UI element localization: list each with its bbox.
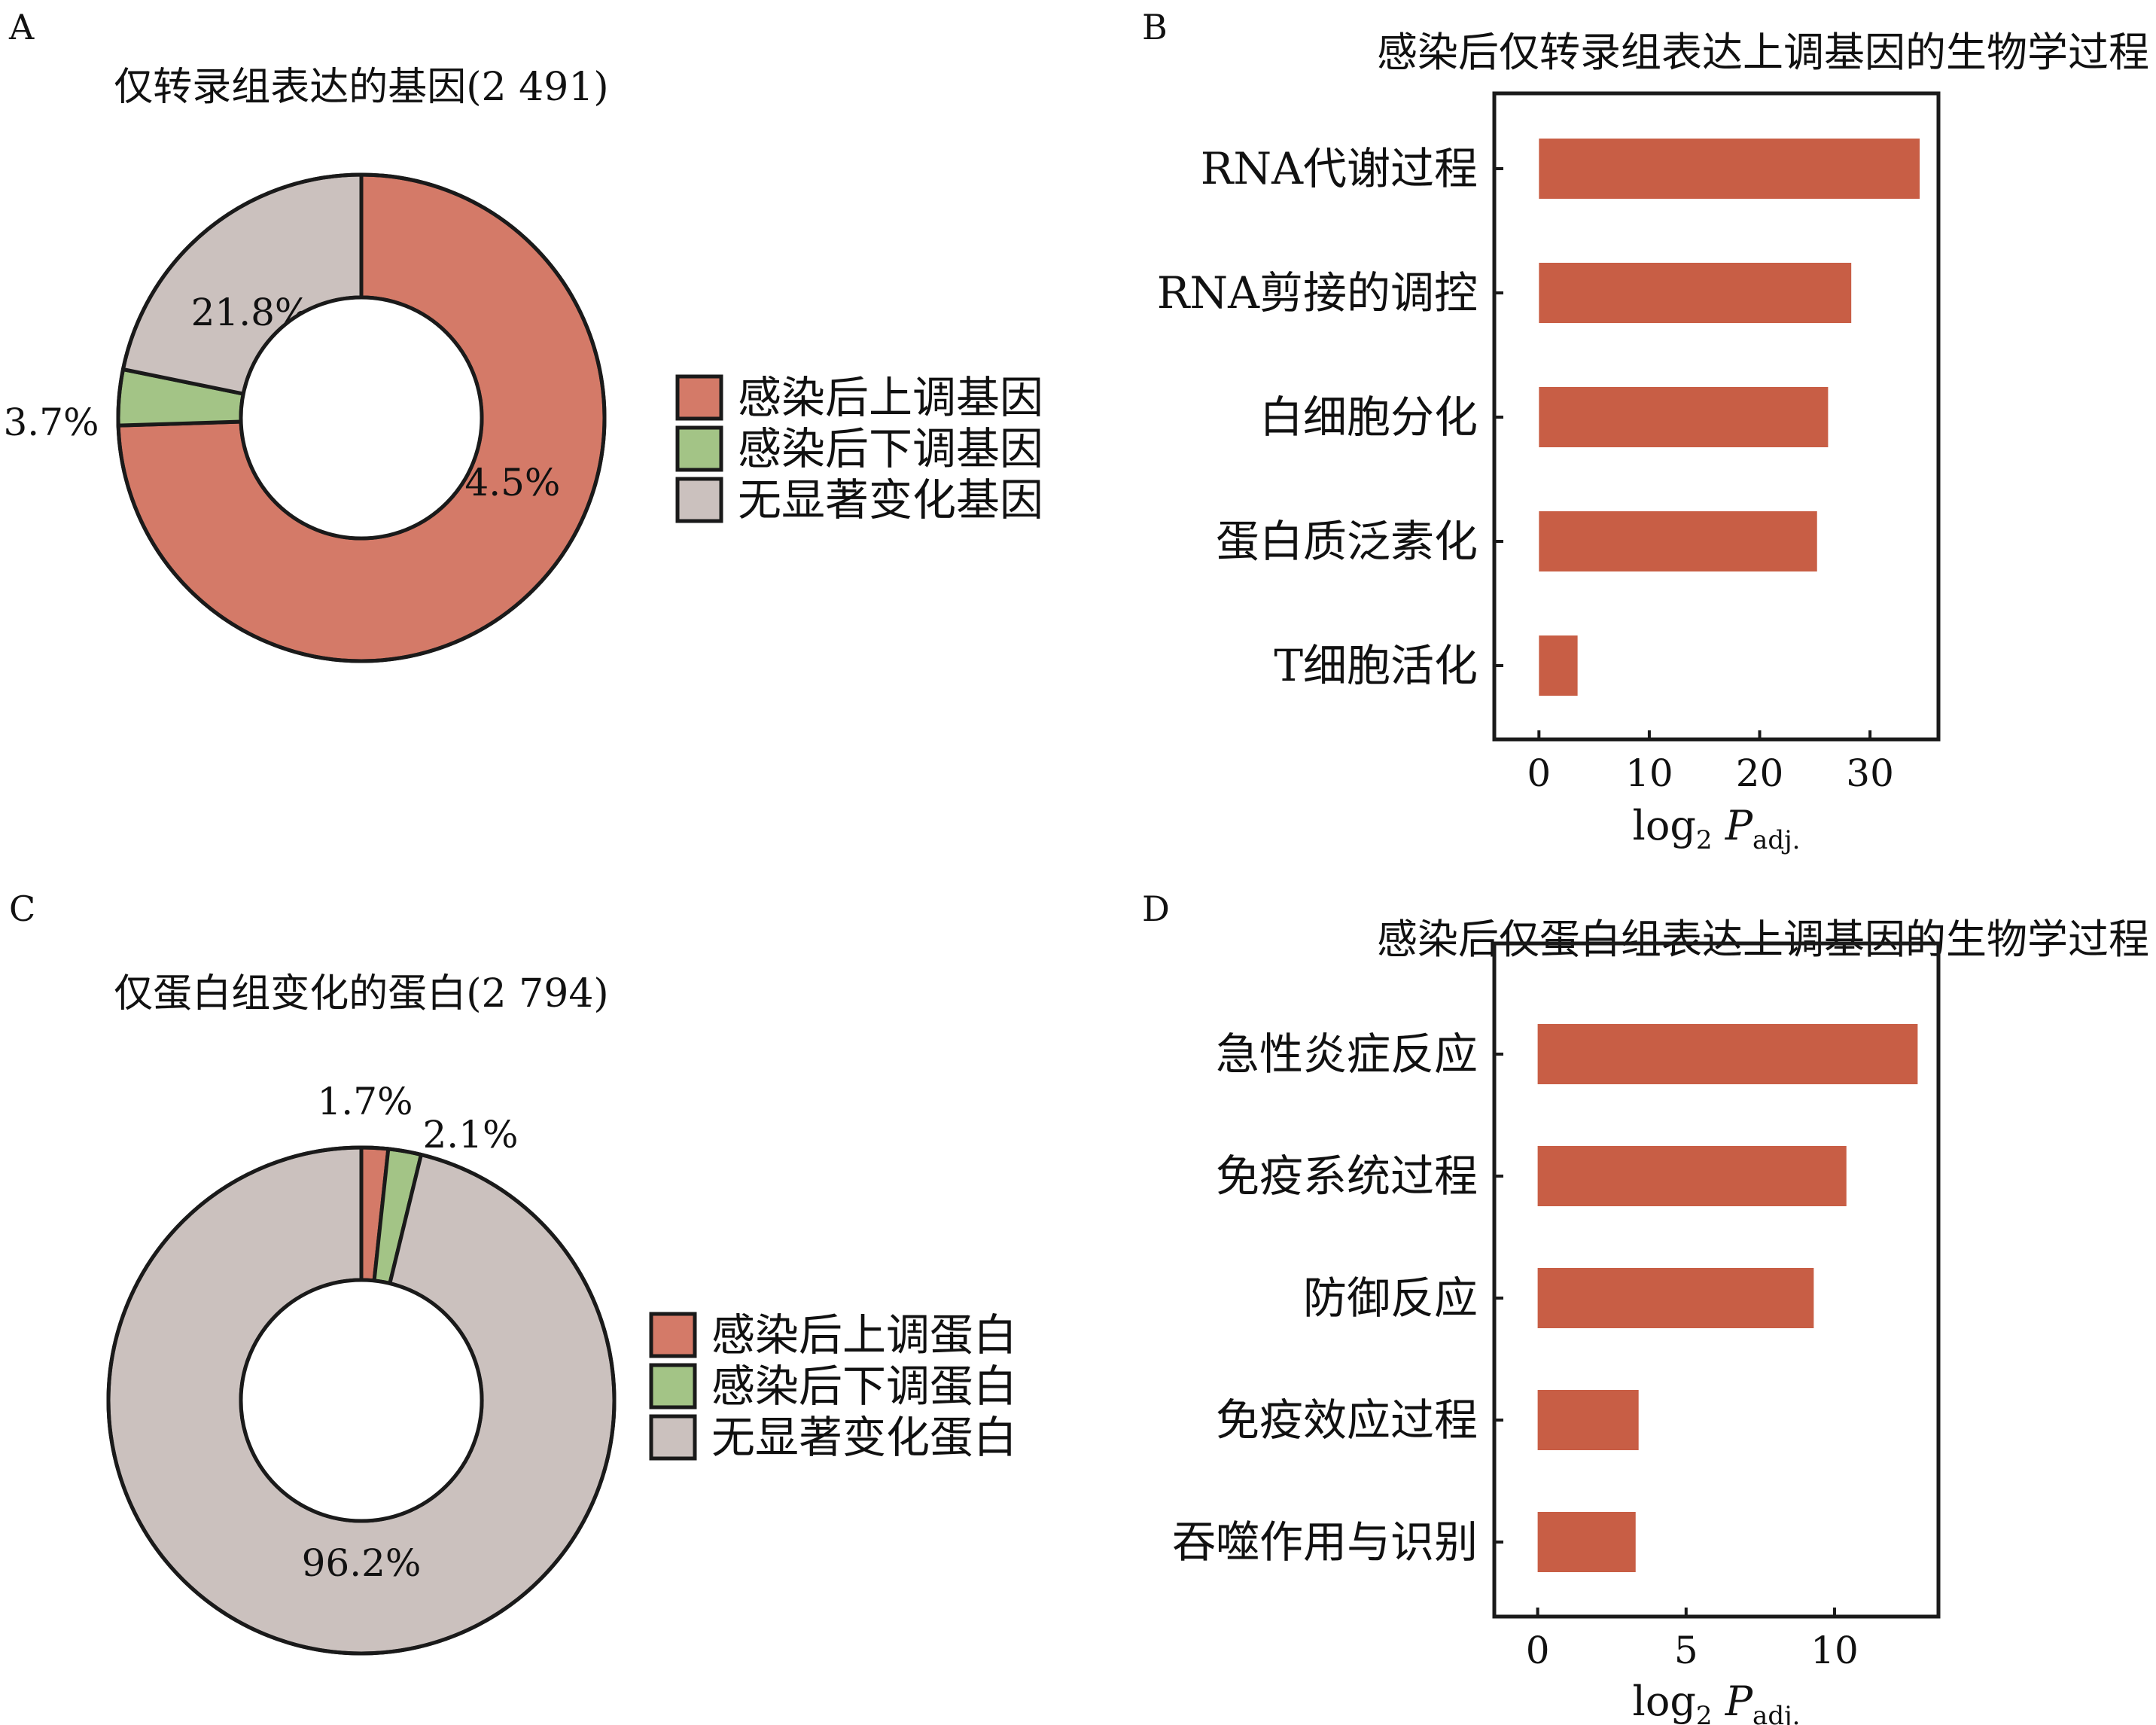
category-label: 防御反应: [1303, 1272, 1478, 1324]
panel-letter: D: [1142, 888, 1170, 929]
plot-frame: [1492, 941, 1941, 1619]
category-label: 白细胞分化: [1259, 392, 1478, 443]
x-tick-label: 0: [1526, 1629, 1550, 1672]
x-tick-label: 10: [1625, 751, 1673, 795]
chart-title: 仅蛋白组变化的蛋白(2 794): [114, 971, 608, 1016]
category-label: RNA代谢过程: [1201, 143, 1478, 194]
bar: [1537, 1390, 1639, 1450]
legend-swatch: [649, 1363, 697, 1410]
legend-label: 感染后上调基因: [738, 372, 1043, 423]
panel-letter: B: [1142, 7, 1168, 47]
slice-label: 1.7%: [317, 1080, 413, 1123]
panel-letter: A: [8, 7, 35, 47]
bar: [1537, 1268, 1814, 1328]
x-tick-label: 0: [1527, 751, 1551, 795]
legend-swatch: [675, 477, 723, 523]
bar: [1539, 635, 1578, 696]
bar: [1539, 139, 1920, 199]
legend-label: 感染后下调基因: [738, 423, 1043, 474]
chart-title: 仅转录组表达的基因(2 491): [114, 65, 608, 110]
category-label: 急性炎症反应: [1216, 1029, 1478, 1080]
category-label: RNA剪接的调控: [1157, 267, 1478, 318]
bar: [1539, 511, 1817, 571]
legend-swatch: [649, 1312, 697, 1358]
legend-swatch: [649, 1414, 697, 1461]
pie-hole: [239, 295, 484, 541]
pie-outer-ring: [106, 1145, 617, 1656]
panel-b: B 感染后仅转录组表达上调基因的生物学过程 RNA代谢过程 RNA剪接的调控白细胞分化…: [1142, 7, 2149, 855]
panel-c: C 仅蛋白组变化的蛋白(2 794) 1.7% 感染后上调蛋白 2.1% 感染后下调蛋白 9…: [9, 888, 1017, 1656]
bar: [1539, 263, 1852, 323]
category-label: T细胞活化: [1274, 640, 1478, 691]
plot-frame: [1492, 91, 1941, 742]
slice-label: 3.7%: [3, 401, 99, 444]
pie-hole: [239, 1278, 484, 1523]
x-tick-label: 30: [1846, 751, 1894, 795]
bar: [1537, 1512, 1636, 1572]
bar: [1537, 1146, 1847, 1206]
category-label: 免疫系统过程: [1216, 1151, 1478, 1202]
panel-letter: C: [9, 888, 35, 929]
chart-title: 感染后仅蛋白组表达上调基因的生物学过程: [1377, 916, 2149, 963]
legend-swatch: [675, 374, 723, 421]
x-tick-label: 20: [1736, 751, 1784, 795]
legend-label: 感染后上调蛋白: [711, 1309, 1017, 1361]
x-tick-label: 5: [1674, 1629, 1698, 1672]
category-label: 蛋白质泛素化: [1216, 516, 1478, 567]
bar: [1537, 1024, 1918, 1084]
category-label: 免疫效应过程: [1216, 1394, 1478, 1446]
legend-label: 感染后下调蛋白: [711, 1361, 1017, 1412]
legend-swatch: [675, 425, 723, 472]
slice-label: 2.1%: [422, 1113, 518, 1157]
category-label: 吞噬作用与识别: [1172, 1516, 1478, 1568]
legend-label: 无显著变化基因: [738, 474, 1043, 526]
x-axis-label: log2 Padj.: [1633, 1678, 1801, 1725]
panel-d: D 感染后仅蛋白组表达上调基因的生物学过程急性炎症反应免疫系统过程防御反应免疫效应…: [1142, 888, 2149, 1725]
chart-title: 感染后仅转录组表达上调基因的生物学过程: [1377, 29, 2149, 76]
legend-label: 无显著变化蛋白: [711, 1412, 1017, 1463]
x-tick-label: 10: [1810, 1629, 1859, 1672]
pie-outer-ring: [116, 172, 607, 663]
slice-label: 96.2%: [302, 1541, 422, 1585]
x-axis-label: log2 Padj.: [1633, 802, 1801, 855]
bar: [1539, 387, 1829, 447]
